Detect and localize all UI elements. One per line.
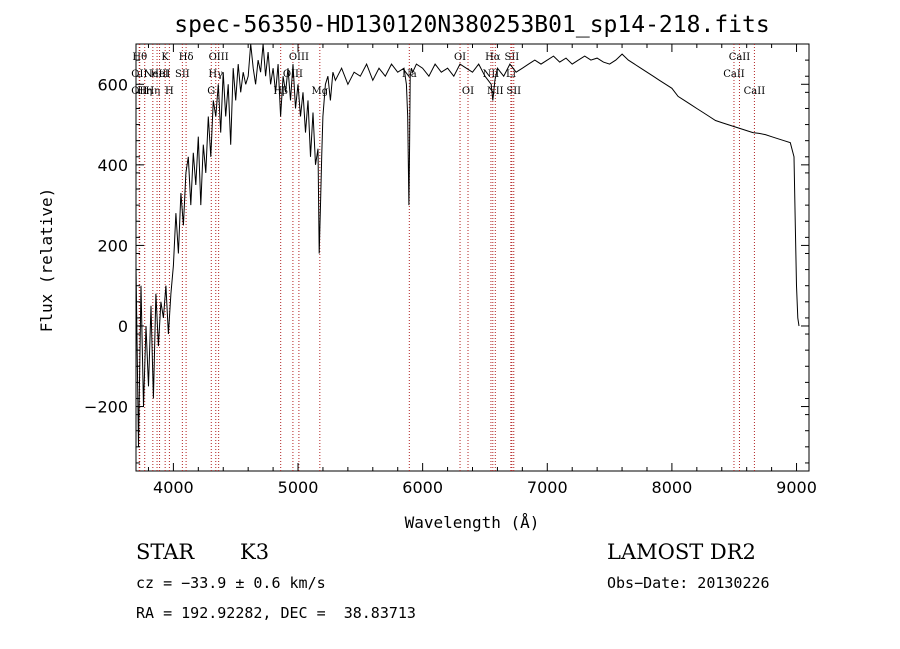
spectral-line-label: OI xyxy=(454,52,466,63)
y-tick-label: 600 xyxy=(97,75,128,94)
y-tick-label: −200 xyxy=(84,398,128,417)
coordinates: RA = 192.92282, DEC = 38.83713 xyxy=(136,604,416,622)
y-axis-title: Flux (relative) xyxy=(37,188,56,333)
spectral-line-label: SII xyxy=(175,69,190,80)
spectral-line-label: OIII xyxy=(289,52,309,63)
x-tick-label: 6000 xyxy=(402,478,443,497)
x-axis-title: Wavelength (Å) xyxy=(405,513,540,532)
x-tick-label: 9000 xyxy=(776,478,817,497)
spectral-line-label: Mg xyxy=(312,86,329,97)
axis-ticks: 4000 5000 6000 7000 8000 9000 −200 0 200 400 600 xyxy=(84,44,817,497)
survey-release: LAMOST DR2 xyxy=(607,540,756,564)
spectral-line-label: NeIII xyxy=(144,69,171,80)
x-tick-label: 4000 xyxy=(153,478,194,497)
spectral-line-label: Li xyxy=(506,69,516,80)
y-tick-label: 0 xyxy=(118,317,128,336)
spectral-line-label: Hθ xyxy=(132,52,147,63)
x-tick-label: 7000 xyxy=(527,478,568,497)
spectral-line-label: OII xyxy=(131,86,147,97)
spectral-line-label: Hη xyxy=(145,86,160,97)
spectral-line-label: OIII xyxy=(209,52,229,63)
object-class: STAR xyxy=(136,540,195,564)
plot-frame xyxy=(135,43,810,472)
spectral-line-label: NII xyxy=(483,69,500,80)
spectral-line-label: HeI xyxy=(150,69,169,80)
line-markers: HθOIIOIIHηHηNeIIIHeIKHSIIHδGHγOIIIHβOIII… xyxy=(131,44,765,471)
spectral-line-label: CaII xyxy=(729,52,751,63)
x-tick-label: 5000 xyxy=(278,478,319,497)
spectral-line-label: NII xyxy=(487,86,504,97)
spectral-line-label: G xyxy=(207,86,215,97)
spectral-line-label: Hγ xyxy=(208,69,223,80)
spectral-line-label: Hη xyxy=(137,86,152,97)
spectral-line-label: OIII xyxy=(283,69,303,80)
spectral-subclass: K3 xyxy=(240,540,270,564)
x-tick-label: 8000 xyxy=(652,478,693,497)
spectral-line-label: CaII xyxy=(744,86,766,97)
spectral-line-label: Hβ xyxy=(273,86,288,97)
spectral-line-label: SII xyxy=(506,86,521,97)
spectral-line-label: SII xyxy=(505,52,520,63)
radial-velocity: cz = −33.9 ± 0.6 km/s xyxy=(136,574,326,592)
spectral-line-label: CaII xyxy=(723,69,745,80)
spectral-line-label: Hα xyxy=(485,52,501,63)
y-tick-label: 200 xyxy=(97,236,128,255)
spectrum-line xyxy=(135,43,800,447)
spectral-line-label: Hδ xyxy=(179,52,194,63)
spectral-line-label: H xyxy=(165,86,174,97)
spectral-line-label: K xyxy=(161,52,169,63)
y-tick-label: 400 xyxy=(97,156,128,175)
observation-date: Obs−Date: 20130226 xyxy=(607,574,770,592)
spectral-line-label: Na xyxy=(402,69,417,80)
chart-title: spec-56350-HD130120N380253B01_sp14-218.f… xyxy=(174,12,769,38)
spectral-line-label: OI xyxy=(462,86,474,97)
